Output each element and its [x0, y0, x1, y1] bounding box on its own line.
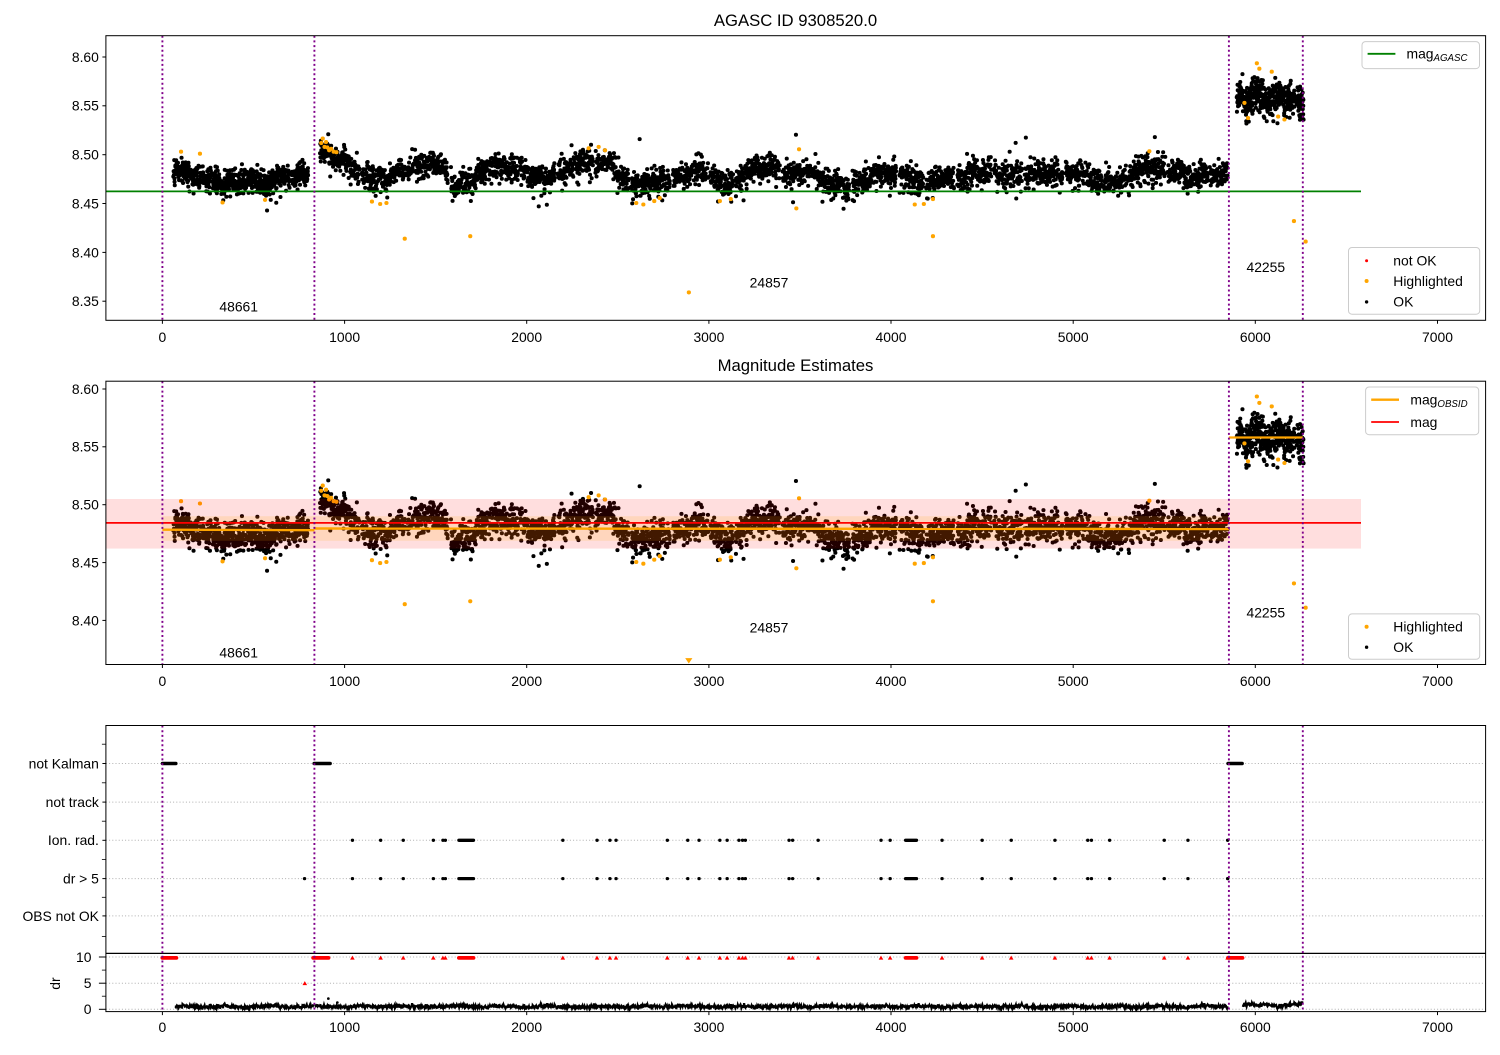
svg-text:5: 5 — [84, 975, 92, 991]
svg-text:7000: 7000 — [1422, 673, 1453, 689]
svg-text:8.60: 8.60 — [72, 49, 99, 65]
svg-text:8.50: 8.50 — [72, 497, 99, 513]
svg-text:8.55: 8.55 — [72, 98, 99, 114]
svg-text:8.45: 8.45 — [72, 555, 99, 571]
svg-text:6000: 6000 — [1240, 329, 1271, 345]
svg-text:48661: 48661 — [219, 645, 258, 661]
svg-text:1000: 1000 — [329, 1019, 360, 1035]
svg-text:8.40: 8.40 — [72, 612, 99, 628]
svg-text:5000: 5000 — [1058, 329, 1089, 345]
svg-text:Highlighted: Highlighted — [1393, 273, 1463, 289]
svg-text:24857: 24857 — [750, 620, 789, 636]
svg-text:24857: 24857 — [750, 275, 789, 291]
svg-text:dr: dr — [47, 977, 63, 990]
svg-text:1000: 1000 — [329, 673, 360, 689]
svg-text:0: 0 — [159, 1019, 167, 1035]
svg-text:5000: 5000 — [1058, 1019, 1089, 1035]
svg-text:0: 0 — [84, 1001, 92, 1017]
svg-text:4000: 4000 — [876, 673, 907, 689]
svg-text:8.35: 8.35 — [72, 293, 99, 309]
svg-text:Magnitude Estimates: Magnitude Estimates — [718, 356, 874, 375]
svg-text:42255: 42255 — [1246, 259, 1285, 275]
svg-text:4000: 4000 — [876, 329, 907, 345]
svg-text:3000: 3000 — [693, 1019, 724, 1035]
svg-text:2000: 2000 — [511, 329, 542, 345]
svg-text:7000: 7000 — [1422, 329, 1453, 345]
svg-text:OK: OK — [1393, 294, 1414, 310]
svg-text:7000: 7000 — [1422, 1019, 1453, 1035]
svg-text:3000: 3000 — [693, 329, 724, 345]
svg-text:8.60: 8.60 — [72, 381, 99, 397]
svg-text:8.50: 8.50 — [72, 147, 99, 163]
svg-text:10: 10 — [76, 949, 92, 965]
svg-text:not OK: not OK — [1393, 253, 1437, 269]
svg-text:2000: 2000 — [511, 1019, 542, 1035]
svg-text:not Kalman: not Kalman — [29, 755, 99, 771]
svg-text:6000: 6000 — [1240, 1019, 1271, 1035]
svg-text:3000: 3000 — [693, 673, 724, 689]
svg-text:Ion. rad.: Ion. rad. — [48, 832, 99, 848]
svg-text:not track: not track — [46, 794, 99, 810]
svg-text:0: 0 — [159, 329, 167, 345]
svg-text:42255: 42255 — [1246, 605, 1285, 621]
svg-text:AGASC ID 9308520.0: AGASC ID 9308520.0 — [714, 11, 877, 30]
svg-text:8.45: 8.45 — [72, 195, 99, 211]
svg-text:dr > 5: dr > 5 — [63, 871, 99, 887]
svg-text:5000: 5000 — [1058, 673, 1089, 689]
svg-text:1000: 1000 — [329, 329, 360, 345]
svg-text:8.55: 8.55 — [72, 439, 99, 455]
svg-text:48661: 48661 — [219, 299, 258, 315]
svg-text:2000: 2000 — [511, 673, 542, 689]
svg-text:4000: 4000 — [876, 1019, 907, 1035]
svg-text:OK: OK — [1393, 639, 1414, 655]
svg-text:6000: 6000 — [1240, 673, 1271, 689]
svg-text:mag: mag — [1410, 414, 1437, 430]
svg-text:OBS not OK: OBS not OK — [22, 908, 99, 924]
svg-text:Highlighted: Highlighted — [1393, 619, 1463, 635]
svg-text:8.40: 8.40 — [72, 244, 99, 260]
svg-text:0: 0 — [159, 673, 167, 689]
